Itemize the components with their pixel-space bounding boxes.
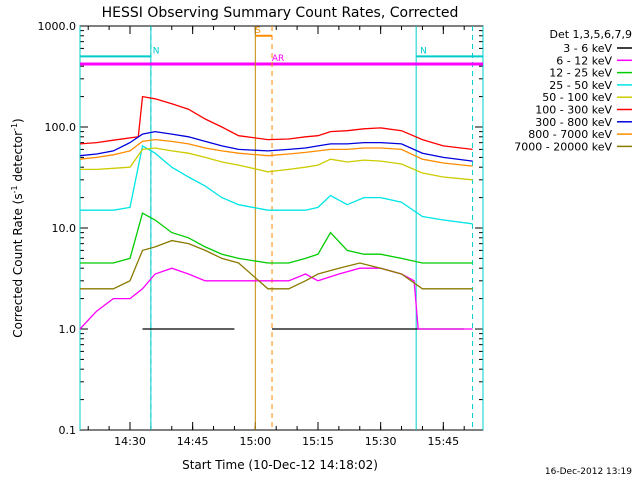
y-tick-label: 100.0 (45, 121, 77, 134)
legend-entry-label: 7000 - 20000 keV (514, 140, 612, 153)
legend-entry-label: 800 - 7000 keV (528, 128, 612, 141)
series-line (79, 95, 473, 151)
chart-title: HESSI Observing Summary Count Rates, Cor… (102, 5, 459, 21)
legend-title: Det 1,3,5,6,7,9 (549, 28, 632, 41)
series-line (79, 130, 473, 162)
annotation-label: N (420, 46, 427, 56)
legend-entry-label: 100 - 300 keV (535, 104, 612, 117)
x-tick-label: 14:30 (114, 435, 146, 448)
series-line (79, 267, 473, 330)
y-tick-label: 1.0 (59, 323, 77, 336)
series-line (79, 212, 473, 264)
legend-entry-label: 300 - 800 keV (535, 116, 612, 129)
y-tick-label: 0.1 (59, 424, 77, 437)
legend-entry-label: 50 - 100 keV (542, 91, 612, 104)
x-tick-label: 15:00 (239, 435, 271, 448)
legend-entry-label: 25 - 50 keV (549, 79, 612, 92)
x-tick-label: 14:45 (177, 435, 209, 448)
x-axis-label: Start Time (10-Dec-12 14:18:02) (182, 458, 378, 472)
timestamp-label: 16-Dec-2012 13:19 (545, 467, 632, 477)
annotation-label: S (255, 26, 261, 36)
series-line (79, 144, 473, 225)
annotation-label: N (153, 46, 160, 56)
legend-entry-label: 3 - 6 keV (563, 42, 612, 55)
x-tick-label: 15:15 (302, 435, 334, 448)
series-line (79, 239, 473, 290)
legend-entry-label: 12 - 25 keV (549, 67, 612, 80)
annotation-label: AR (272, 54, 284, 64)
x-tick-label: 15:45 (427, 435, 459, 448)
plot-frame (79, 25, 484, 431)
y-tick-label: 10.0 (52, 222, 77, 235)
series-line (79, 147, 473, 181)
series-line (79, 138, 473, 167)
legend-entry-label: 6 - 12 keV (556, 54, 612, 67)
y-tick-label: 1000.0 (38, 20, 77, 33)
x-tick-label: 15:30 (365, 435, 397, 448)
y-axis-label: Corrected Count Rate (s-1 detector-1) (10, 118, 25, 337)
